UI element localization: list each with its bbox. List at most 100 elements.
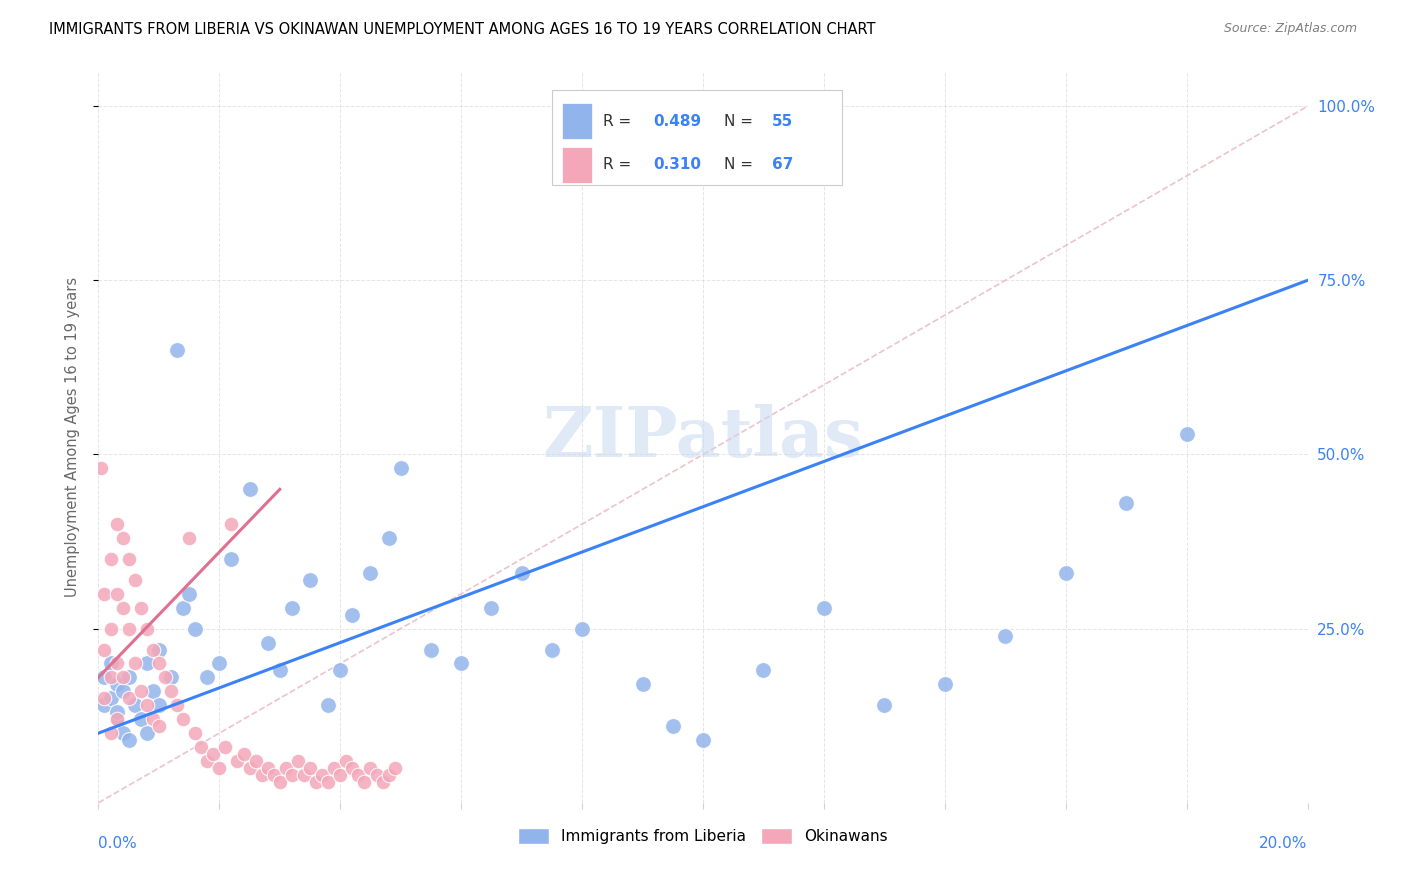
Point (100, 622, 122, 636)
Point (323, 761, 346, 775)
Point (93, 691, 115, 706)
Point (661, 155, 683, 169)
FancyBboxPatch shape (561, 146, 592, 183)
Point (93, 670, 115, 684)
Text: N =: N = (724, 113, 758, 128)
Point (142, 684, 165, 698)
Point (148, 642, 170, 657)
Point (166, 698, 188, 713)
Point (105, 677, 128, 691)
Legend: Immigrants from Liberia, Okinawans: Immigrants from Liberia, Okinawans (512, 822, 894, 850)
Point (994, 629, 1017, 643)
FancyBboxPatch shape (561, 103, 592, 139)
Point (305, 775, 328, 789)
Point (172, 600, 194, 615)
Point (208, 761, 231, 775)
Point (90, 461, 112, 475)
Point (111, 670, 134, 684)
Point (269, 775, 291, 789)
Y-axis label: Unemployment Among Ages 16 to 19 years: Unemployment Among Ages 16 to 19 years (65, 277, 80, 597)
Point (135, 622, 157, 636)
Point (661, 719, 683, 733)
Point (100, 657, 122, 671)
Point (360, 566, 382, 580)
Point (129, 684, 152, 698)
Point (93, 587, 115, 601)
Point (239, 761, 262, 775)
Point (105, 517, 128, 532)
Point (105, 712, 128, 726)
Point (1115, 496, 1137, 510)
Point (329, 664, 352, 678)
Point (195, 670, 218, 684)
Point (93, 642, 115, 657)
Point (299, 573, 322, 587)
Point (160, 670, 183, 684)
Point (135, 657, 157, 671)
Text: N =: N = (724, 158, 758, 172)
Text: ZIPatlas: ZIPatlas (543, 403, 863, 471)
Point (366, 768, 388, 782)
Point (287, 754, 309, 768)
Text: 67: 67 (772, 158, 793, 172)
Point (105, 705, 128, 719)
Point (692, 733, 714, 747)
Point (179, 587, 201, 601)
Text: R =: R = (603, 158, 636, 172)
Point (111, 531, 134, 545)
Point (384, 761, 406, 775)
Point (934, 677, 956, 691)
Text: 0.0%: 0.0% (98, 836, 138, 851)
Point (269, 664, 291, 678)
Point (232, 747, 254, 761)
Point (195, 754, 218, 768)
Point (184, 726, 207, 740)
Point (142, 712, 165, 726)
Point (377, 768, 399, 782)
Point (105, 587, 128, 601)
Point (179, 531, 201, 545)
Point (100, 670, 122, 684)
Point (100, 691, 122, 706)
Point (135, 726, 157, 740)
Point (1175, 426, 1198, 441)
Point (93, 698, 115, 713)
Point (190, 740, 212, 755)
Point (221, 552, 243, 566)
Text: 20.0%: 20.0% (1260, 836, 1308, 851)
Point (118, 552, 141, 566)
Point (281, 768, 304, 782)
Point (100, 726, 122, 740)
Point (148, 719, 170, 733)
Point (571, 622, 593, 636)
Point (118, 691, 141, 706)
Text: R =: R = (603, 113, 636, 128)
Text: 55: 55 (772, 113, 793, 128)
Point (226, 754, 249, 768)
Point (129, 712, 152, 726)
Point (256, 761, 278, 775)
Point (316, 775, 339, 789)
Point (813, 600, 835, 615)
Point (118, 622, 141, 636)
Point (281, 600, 304, 615)
Point (360, 761, 382, 775)
Point (124, 698, 146, 713)
Point (148, 698, 170, 713)
Point (124, 573, 146, 587)
Point (353, 775, 375, 789)
Point (245, 754, 267, 768)
Point (135, 698, 157, 713)
Point (873, 698, 896, 713)
Point (316, 698, 339, 713)
Point (256, 635, 278, 649)
Point (105, 712, 128, 726)
Point (111, 726, 134, 740)
Point (263, 768, 285, 782)
Point (752, 664, 775, 678)
Point (631, 677, 654, 691)
Point (105, 657, 128, 671)
Text: Source: ZipAtlas.com: Source: ZipAtlas.com (1223, 22, 1357, 36)
Text: 0.310: 0.310 (654, 158, 702, 172)
Point (153, 670, 176, 684)
